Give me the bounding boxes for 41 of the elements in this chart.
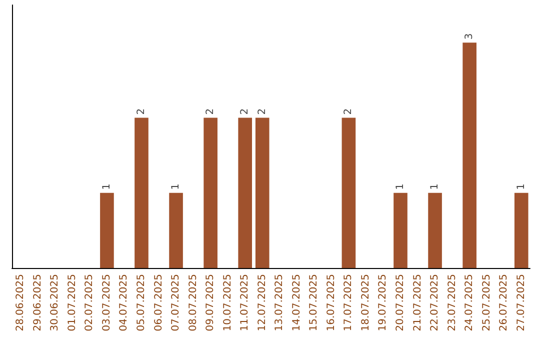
- x-tick-label: 16.07.2025: [326, 274, 337, 332]
- x-tick-label: 02.07.2025: [84, 274, 96, 332]
- x-tick-label: 18.07.2025: [360, 274, 372, 332]
- x-tick-label: 05.07.2025: [136, 274, 147, 332]
- x-tick-label: 04.07.2025: [118, 274, 130, 332]
- x-tick-label: 21.07.2025: [412, 274, 424, 332]
- x-tick-label: 23.07.2025: [446, 274, 458, 332]
- data-label: 2: [256, 108, 268, 115]
- x-tick-label: 28.06.2025: [15, 274, 26, 332]
- data-label: 2: [136, 108, 147, 115]
- data-label: 1: [170, 183, 182, 190]
- data-label: 2: [240, 108, 251, 115]
- x-tick-label: 10.07.2025: [222, 274, 234, 332]
- x-tick-label: 09.07.2025: [205, 274, 216, 332]
- x-tick-label: 13.07.2025: [274, 274, 286, 332]
- x-tick-label: 25.07.2025: [481, 274, 492, 332]
- x-tick-label: 20.07.2025: [395, 274, 406, 332]
- data-label: 1: [430, 183, 441, 190]
- x-tick-label: 03.07.2025: [101, 274, 112, 332]
- x-tick-label: 11.07.2025: [240, 274, 251, 332]
- x-tick-label: 07.07.2025: [170, 274, 182, 332]
- x-tick-label: 08.07.2025: [188, 274, 199, 332]
- x-tick-label: 06.07.2025: [153, 274, 164, 332]
- x-tick-label: 15.07.2025: [308, 274, 320, 332]
- x-tick-label: 24.07.2025: [464, 274, 476, 332]
- data-label: 1: [101, 183, 112, 190]
- x-tick-label: 19.07.2025: [378, 274, 389, 332]
- data-label: 2: [205, 108, 216, 115]
- x-tick-label: 12.07.2025: [256, 274, 268, 332]
- data-label: 3: [464, 33, 476, 40]
- x-tick-label: 17.07.2025: [343, 274, 354, 332]
- data-label: 2: [343, 108, 354, 115]
- data-label: 1: [395, 183, 406, 190]
- data-label: 1: [516, 183, 527, 190]
- x-tick-label: 29.06.2025: [32, 274, 44, 332]
- x-tick-label: 30.06.2025: [50, 274, 61, 332]
- x-tick-label: 27.07.2025: [516, 274, 527, 332]
- x-tick-label: 26.07.2025: [498, 274, 510, 332]
- x-tick-label: 22.07.2025: [430, 274, 441, 332]
- x-tick-label: 01.07.2025: [66, 274, 78, 332]
- x-tick-label: 14.07.2025: [291, 274, 302, 332]
